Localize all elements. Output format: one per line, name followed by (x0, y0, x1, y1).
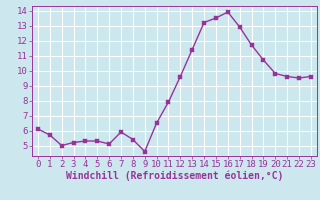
X-axis label: Windchill (Refroidissement éolien,°C): Windchill (Refroidissement éolien,°C) (66, 171, 283, 181)
